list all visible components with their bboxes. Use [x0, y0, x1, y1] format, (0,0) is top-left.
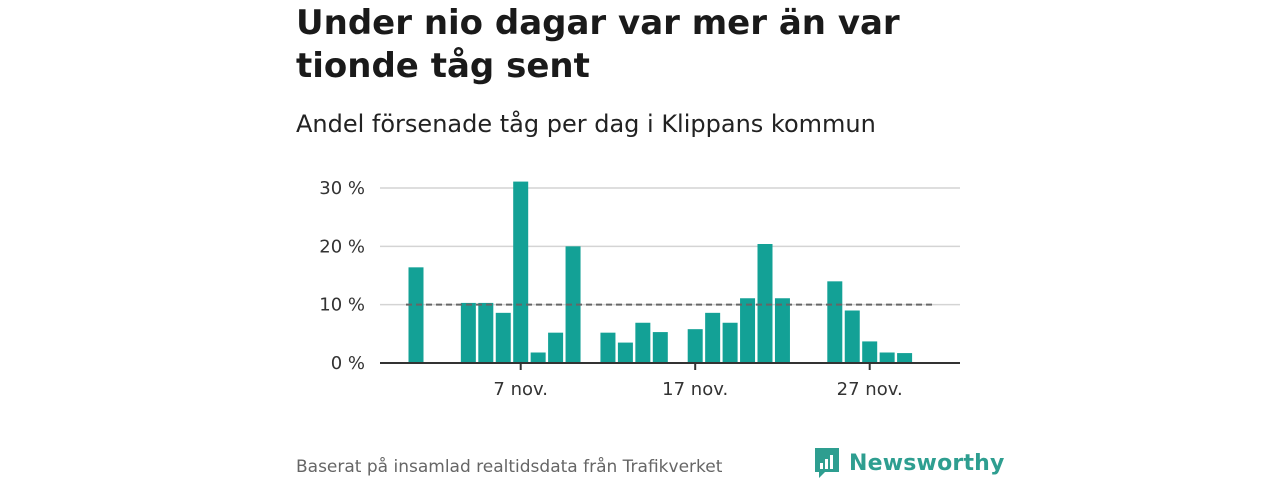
bar-2024-11-07 — [513, 181, 529, 363]
chart-subtitle: Andel försenade tåg per dag i Klippans k… — [296, 110, 876, 138]
bar-2024-11-06 — [495, 312, 511, 363]
x-tick-label: 17 nov. — [662, 379, 728, 400]
y-tick-label: 20 % — [319, 236, 365, 257]
bar-2024-11-10 — [565, 246, 581, 363]
x-axis: 7 nov. 17 nov. 27 nov. — [380, 362, 960, 400]
bar-chart-speech-bubble-icon — [815, 448, 839, 478]
bar-2024-11-09 — [548, 332, 564, 363]
x-tick-label: 7 nov. — [493, 379, 548, 400]
bar-2024-11-20 — [740, 298, 756, 363]
brand-name: Newsworthy — [849, 450, 1005, 476]
bar-2024-11-01 — [408, 267, 424, 363]
bar-2024-11-08 — [530, 352, 546, 363]
bar-2024-11-19 — [722, 322, 738, 363]
bar-2024-11-15 — [652, 332, 668, 363]
bar-chart: 0 % 10 % 20 % 30 % 7 nov. 17 nov. 27 nov. — [319, 178, 960, 400]
bar-2024-11-14 — [635, 322, 651, 363]
bars — [408, 181, 913, 363]
bar-2024-11-12 — [600, 332, 616, 363]
bar-2024-11-26 — [844, 310, 860, 363]
gridlines — [380, 187, 960, 306]
chart-title: Under nio dagar var mer än var tionde tå… — [296, 3, 900, 86]
y-axis-ticks: 0 % 10 % 20 % 30 % — [319, 178, 365, 374]
bar-2024-11-05 — [478, 302, 494, 363]
bar-2024-11-28 — [879, 352, 895, 363]
brand-logo[interactable]: Newsworthy — [813, 446, 1005, 480]
bar-2024-11-27 — [862, 341, 878, 363]
source-note: Baserat på insamlad realtidsdata från Tr… — [296, 457, 723, 477]
bar-2024-11-17 — [687, 329, 703, 363]
y-tick-label: 10 % — [319, 295, 365, 316]
bar-2024-11-18 — [705, 312, 721, 363]
bar-2024-11-04 — [460, 302, 476, 363]
x-tick-label: 27 nov. — [837, 379, 903, 400]
bar-2024-11-21 — [757, 244, 773, 363]
y-tick-label: 30 % — [319, 178, 365, 199]
bar-2024-11-25 — [827, 281, 843, 363]
y-tick-label: 0 % — [331, 353, 365, 374]
bar-2024-11-13 — [617, 342, 633, 363]
bar-2024-11-22 — [774, 298, 790, 363]
bar-2024-11-29 — [897, 353, 913, 363]
